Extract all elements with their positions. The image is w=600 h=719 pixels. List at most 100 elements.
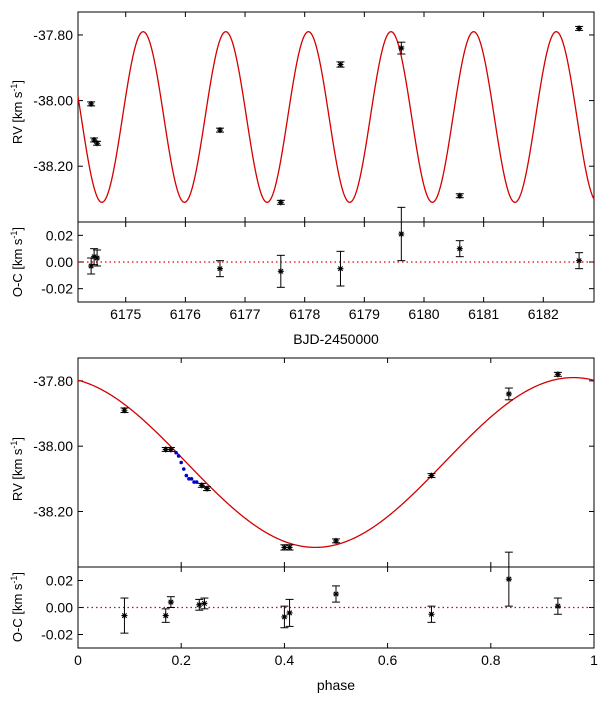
rv-phase-transit-point (194, 480, 199, 484)
oc-phase-data-point (281, 613, 288, 620)
rv-time-data-point (216, 127, 223, 134)
rv-time-ytick-label: -38.00 (33, 93, 73, 109)
rv-phase-ytick-label: -38.00 (33, 438, 73, 454)
oc-phase-ylabel-tail: ] (10, 572, 25, 576)
oc-time-ylabel-tail: ] (10, 227, 25, 231)
rv-phase-transit-point (184, 473, 189, 478)
oc-time-ytick-label: 0.02 (46, 227, 73, 243)
oc-phase-xtick-label: 0.8 (481, 652, 501, 668)
rv-phase-data-point (428, 472, 435, 479)
oc-time-ylabel: O-C [km s-1] (9, 227, 25, 297)
rv-phase-data-point (198, 482, 205, 489)
rv-time-data-point (456, 192, 463, 199)
rv-phase-data-point (554, 371, 561, 378)
oc-phase-data-point (428, 611, 435, 618)
oc-phase-xtick-label: 1 (590, 652, 598, 668)
rv-phase-ylabel-sup: -1 (9, 441, 19, 449)
rv-time-frame (77, 11, 595, 223)
rv-phase-transit-point (179, 460, 183, 465)
oc-time-data-point (91, 253, 98, 260)
oc-phase-data-point (554, 603, 561, 610)
oc-phase-ytick-label: 0.00 (46, 600, 73, 616)
rv-phase-data-point (204, 485, 210, 492)
rv-phase-data-point (333, 537, 339, 544)
rv-phase-data-point (286, 544, 293, 551)
time-xlabel: BJD-2450000 (293, 331, 379, 347)
rv-time-data-point (576, 25, 583, 32)
oc-time-xtick-label: 6175 (110, 306, 141, 322)
rv-phase-transit-point (176, 454, 181, 458)
rv-time-panel: RV [km s-1] -38.20 -38.00 -37.80 (9, 11, 595, 223)
rv-phase-transit-point (192, 480, 196, 484)
rv-phase-ylabel: RV [km s-1] (9, 437, 25, 501)
rv-phase-transit-point (189, 477, 194, 481)
oc-phase-data-point (201, 600, 208, 607)
oc-phase-data-point (505, 576, 512, 583)
oc-time-xtick-label: 6180 (408, 306, 439, 322)
oc-phase-data-point (196, 601, 203, 608)
oc-time-xtick-label: 6177 (229, 306, 260, 322)
oc-phase-xtick-label: 0 (74, 652, 82, 668)
oc-phase-ylabel-main: O-C [km s (10, 583, 25, 642)
rv-time-data-point (398, 45, 405, 52)
oc-time-xtick-label: 6178 (289, 306, 320, 322)
oc-phase-xtick-label: 0.4 (275, 652, 295, 668)
oc-phase-ytick-label: -0.02 (41, 627, 73, 643)
rv-time-data-point (88, 100, 95, 107)
oc-time-ylabel-sup: -1 (9, 231, 19, 239)
oc-time-data-point (398, 231, 405, 237)
oc-time-data-point (456, 245, 463, 252)
rv-phase-ylabel-tail: ] (10, 437, 25, 441)
rv-phase-model-curve (77, 376, 595, 549)
rv-phase-data-point (121, 407, 128, 414)
rv-phase-ytick-label: -38.20 (33, 503, 73, 519)
rv-time-ylabel-sup: -1 (9, 84, 19, 92)
oc-time-data-point (88, 263, 95, 269)
oc-time-xtick-label: 6179 (349, 306, 380, 322)
rv-phase-data-point (505, 390, 512, 397)
rv-phase-transit-point (181, 467, 186, 471)
oc-phase-data-point (333, 591, 339, 597)
rv-time-ytick-label: -37.80 (33, 27, 73, 43)
phase-xlabel: phase (317, 677, 355, 693)
oc-phase-xtick-label: 0.2 (171, 652, 191, 668)
oc-time-ytick-label: 0.00 (46, 254, 73, 270)
oc-time-data-point (277, 268, 284, 275)
rv-time-ylabel-tail: ] (10, 80, 25, 84)
oc-time-ylabel-main: O-C [km s (10, 238, 25, 297)
rv-phase-data-point (162, 446, 169, 453)
oc-time-xtick-label: 6176 (170, 306, 201, 322)
oc-time-xtick-label: 6182 (528, 306, 559, 322)
oc-time-data-point (337, 265, 344, 272)
oc-time-data-point (216, 265, 223, 272)
rv-phase-frame (77, 357, 595, 568)
oc-time-xtick-label: 6181 (468, 306, 499, 322)
oc-phase-data-point (167, 599, 174, 606)
oc-phase-xtick-label: 0.6 (378, 652, 398, 668)
rv-time-data-point (94, 140, 101, 147)
oc-phase-ylabel: O-C [km s-1] (9, 572, 25, 642)
rv-time-ytick-label: -38.20 (33, 158, 73, 174)
rv-time-data-point (277, 199, 284, 206)
rv-time-data-point (91, 136, 98, 143)
oc-phase-ytick-label: 0.02 (46, 573, 73, 589)
rv-phase-transit-point (187, 477, 191, 481)
rv-phase-data-point (167, 446, 174, 453)
oc-time-data-point (576, 257, 583, 264)
rv-phase-data-point (281, 544, 288, 551)
rv-phase-transit-point (174, 450, 178, 455)
oc-phase-data-point (121, 612, 128, 619)
rv-time-ylabel-main: RV [km s (10, 91, 25, 144)
oc-time-ytick-label: -0.02 (41, 281, 73, 297)
rv-time-data-point (337, 61, 344, 68)
oc-time-data-point (94, 255, 101, 261)
oc-phase-panel: O-C [km s-1] phase -0.02 0.00 0.02 0 0.2 0.4 0… (9, 551, 598, 693)
oc-time-panel: O-C [km s-1] BJD-2450000 -0.02 0.00 0.02 61… (9, 206, 595, 347)
rv-phase-ylabel-main: RV [km s (10, 448, 25, 501)
oc-phase-data-point (286, 609, 293, 616)
rv-time-ylabel: RV [km s-1] (9, 80, 25, 144)
rv-phase-panel: RV [km s-1] -38.20 -38.00 -37.80 (9, 357, 595, 568)
rv-time-model-curve (77, 31, 595, 203)
oc-phase-data-point (162, 612, 169, 619)
